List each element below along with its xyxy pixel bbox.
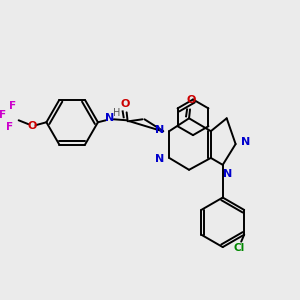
Text: N: N	[223, 169, 232, 179]
Text: O: O	[121, 99, 130, 110]
Text: O: O	[28, 121, 37, 131]
Text: N: N	[241, 137, 250, 147]
Text: N: N	[155, 125, 164, 135]
Text: Cl: Cl	[234, 243, 245, 253]
Text: N: N	[105, 113, 114, 123]
Text: N: N	[155, 154, 164, 164]
Text: F: F	[9, 101, 16, 111]
Text: H: H	[113, 108, 120, 118]
Text: O: O	[186, 95, 196, 106]
Text: F: F	[6, 122, 13, 132]
Text: F: F	[0, 110, 6, 120]
